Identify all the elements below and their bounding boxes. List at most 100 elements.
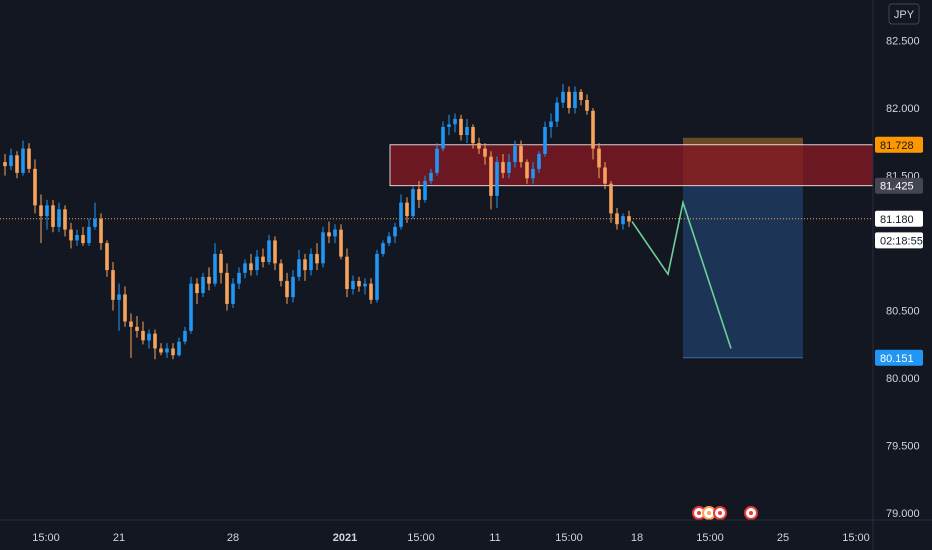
time-axis[interactable]: 15:00 21 28 2021 15:00 11 15:00 18 15:00 25 15:00	[0, 519, 932, 544]
candle	[231, 278, 235, 308]
candle-body	[627, 216, 631, 222]
candle-body	[315, 253, 319, 264]
candle	[549, 113, 553, 138]
price-tag: 80.151	[875, 349, 923, 366]
candle-body	[237, 272, 241, 284]
currency-badge[interactable]: JPY	[888, 3, 920, 25]
candle	[513, 140, 517, 168]
candle-body	[603, 167, 607, 184]
x-tick-label: 28	[227, 532, 239, 544]
candle-body	[453, 118, 457, 125]
x-tick-label: 21	[113, 532, 125, 544]
candle	[537, 151, 541, 173]
candle-body	[609, 183, 613, 214]
candle	[627, 210, 631, 227]
candle-body	[543, 126, 547, 154]
price-tag-label: 81.180	[880, 214, 914, 226]
candle	[489, 151, 493, 210]
candle-body	[531, 168, 535, 179]
event-markers[interactable]	[692, 506, 758, 520]
candle-body	[423, 180, 427, 200]
candle-body	[501, 162, 505, 173]
candle-body	[447, 124, 451, 127]
candle-body	[345, 256, 349, 290]
candle	[93, 202, 97, 230]
y-tick-label: 82.000	[886, 103, 920, 115]
y-tick-label: 82.500	[886, 36, 920, 48]
candle	[105, 240, 109, 277]
candle	[21, 140, 25, 176]
candle	[579, 89, 583, 106]
candle	[621, 213, 625, 230]
candle-body	[393, 226, 397, 237]
currency-label: JPY	[894, 9, 915, 21]
candle-body	[117, 294, 121, 300]
candle	[561, 83, 565, 109]
candle	[195, 278, 199, 304]
candle	[123, 286, 127, 327]
candle-body	[69, 229, 73, 241]
candle-body	[279, 263, 283, 281]
x-tick-label: 11	[489, 532, 500, 544]
projection-polyline	[631, 199, 732, 349]
y-tick-label: 79.000	[886, 508, 920, 520]
candle	[237, 267, 241, 290]
candle-body	[387, 236, 391, 244]
x-tick-label: 25	[777, 532, 789, 544]
event-dot	[707, 511, 711, 515]
event-dot	[749, 511, 753, 515]
candle-body	[15, 155, 19, 173]
candle-body	[141, 330, 145, 341]
candle	[495, 156, 499, 208]
x-tick-label: 15:00	[32, 532, 60, 544]
candle-body	[183, 330, 187, 342]
y-tick-label: 80.500	[886, 306, 920, 318]
candle-body	[495, 162, 499, 196]
candle	[147, 329, 151, 349]
price-tag-label: 81.425	[880, 181, 914, 193]
price-axis[interactable]: 82.50082.00081.50081.00080.50080.00079.5…	[872, 0, 920, 550]
candle	[201, 272, 205, 298]
candle-body	[135, 326, 139, 331]
candle	[45, 199, 49, 230]
candle	[543, 121, 547, 157]
candle	[315, 243, 319, 271]
candle-body	[9, 155, 13, 167]
candle-body	[417, 189, 421, 200]
candle-body	[369, 283, 373, 300]
economic-event-icon	[713, 506, 727, 520]
candle	[297, 249, 301, 281]
candle	[411, 186, 415, 219]
price-tag: 81.728	[875, 136, 923, 153]
candle-body	[81, 235, 85, 244]
candle-body	[375, 253, 379, 300]
candle-body	[579, 91, 583, 100]
x-tick-label: 15:00	[555, 532, 583, 544]
price-tag-label: 81.728	[880, 140, 914, 152]
candle	[501, 153, 505, 179]
price-tag-label: 02:18:55	[880, 235, 923, 247]
candle	[309, 248, 313, 276]
candle-body	[615, 213, 619, 225]
y-tick-label: 79.500	[886, 441, 920, 453]
candle	[507, 153, 511, 179]
candle	[129, 313, 133, 358]
take-profit-box	[683, 185, 803, 358]
candle-body	[39, 205, 43, 217]
candle	[207, 267, 211, 291]
candle-body	[483, 148, 487, 157]
candle	[423, 175, 427, 203]
candle	[321, 226, 325, 268]
candle-body	[87, 226, 91, 244]
candle-body	[105, 243, 109, 271]
candle-body	[3, 162, 7, 167]
candle	[345, 248, 349, 298]
candle-body	[405, 202, 409, 217]
candle-body	[57, 209, 61, 227]
candle	[573, 86, 577, 114]
candle-body	[255, 256, 259, 271]
candle	[15, 151, 19, 179]
candle	[441, 121, 445, 152]
candle-body	[123, 294, 127, 322]
